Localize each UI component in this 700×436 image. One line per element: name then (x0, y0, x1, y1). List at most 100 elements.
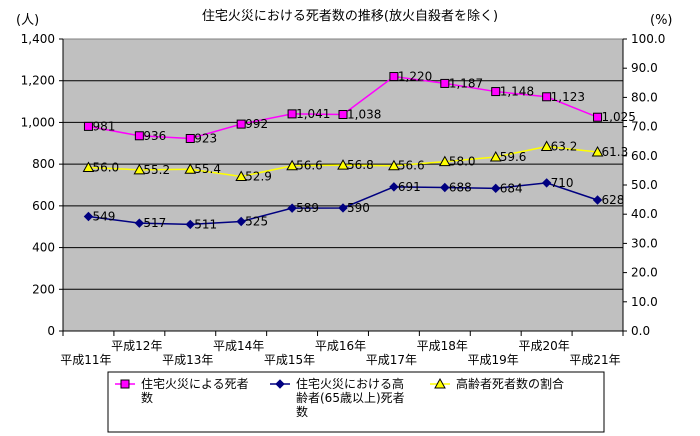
right-axis-unit: (%) (650, 13, 673, 28)
data-point-triangle (235, 170, 248, 182)
x-tick-label: 平成13年 (162, 353, 213, 367)
axes: 0 200 400 600 800 1,000 1,200 1,400 0.0 10.0 20.0 3… (21, 32, 666, 367)
left-tick-label: 400 (32, 241, 55, 255)
data-label: 684 (500, 181, 523, 195)
data-point-diamond (338, 203, 348, 213)
left-tick-label: 200 (32, 282, 55, 296)
x-tick-label: 平成19年 (468, 353, 519, 367)
data-point-triangle (591, 145, 604, 157)
data-label: 549 (92, 209, 115, 223)
data-point-diamond (236, 216, 246, 227)
data-label: 992 (245, 117, 268, 131)
legend-label: 住宅火災における高 (296, 376, 404, 391)
right-tick-label: 0.0 (631, 324, 650, 338)
data-label: 1,220 (398, 70, 432, 84)
data-point-diamond (83, 211, 94, 222)
right-tick-label: 50.0 (631, 178, 658, 192)
data-label: 923 (194, 131, 217, 145)
data-point-square (491, 87, 501, 97)
x-tick-label: 平成16年 (315, 339, 366, 353)
data-point-triangle (82, 161, 95, 172)
left-tick-label: 1,000 (21, 115, 55, 129)
legend-label: 齢者(65歳以上)死者 (296, 390, 405, 405)
data-point-diamond (275, 379, 285, 389)
right-tick-label: 20.0 (631, 266, 658, 280)
data-point-diamond (287, 203, 297, 213)
data-point-diamond (592, 195, 603, 205)
x-tick-label: 平成12年 (111, 339, 162, 353)
plot-area (62, 38, 624, 332)
x-tick-label: 平成20年 (518, 339, 569, 353)
legend-item-3: 高齢者死者数の割合 (430, 376, 564, 391)
data-point-square (287, 109, 297, 119)
right-tick-label: 60.0 (631, 149, 658, 163)
data-label: 525 (245, 215, 268, 229)
right-tick-label: 90.0 (631, 61, 658, 75)
data-label: 61.3 (602, 145, 629, 159)
data-point-triangle (388, 159, 400, 171)
data-point-square (134, 131, 144, 141)
data-point-square (120, 379, 130, 389)
data-point-diamond (541, 178, 552, 188)
data-label: 589 (296, 201, 319, 215)
left-tick-label: 1,200 (21, 74, 55, 88)
data-point-diamond (491, 183, 501, 194)
data-point-square (389, 72, 399, 82)
left-tick-label: 0 (47, 324, 55, 338)
data-label: 52.9 (245, 170, 272, 184)
left-axis-unit: (人) (16, 13, 39, 28)
data-point-diamond (185, 219, 195, 230)
data-point-square (236, 119, 246, 129)
series-3: 56.0 55.2 55.4 52.9 56.6 56.8 56.6 58.0 59.6 63.2… (82, 139, 629, 184)
right-tick-label: 70.0 (631, 120, 658, 134)
left-tick-label: 1,400 (21, 32, 55, 46)
data-label: 59.6 (500, 150, 527, 164)
data-point-square (542, 92, 552, 102)
left-tick-label: 800 (32, 157, 55, 171)
legend-box (107, 371, 605, 433)
chart-title: 住宅火災における死者数の推移(放火自殺者を除く) (202, 9, 498, 24)
series-2: 549 517 511 525 589 590 691 688 684 710 628 (83, 176, 625, 231)
data-point-triangle (438, 155, 451, 167)
data-point-diamond (134, 218, 145, 228)
data-point-square (593, 112, 603, 122)
data-point-diamond (389, 182, 399, 192)
data-point-square (83, 121, 93, 131)
data-label: 590 (347, 201, 370, 215)
data-point-triangle (184, 163, 197, 174)
data-label: 1,187 (449, 76, 483, 90)
data-label: 710 (551, 176, 574, 190)
right-tick-label: 100.0 (631, 32, 665, 46)
data-label: 1,025 (602, 110, 636, 124)
right-tick-label: 10.0 (631, 295, 658, 309)
right-tick-label: 40.0 (631, 207, 658, 221)
data-label: 1,038 (347, 108, 381, 122)
x-tick-label: 平成18年 (417, 339, 468, 353)
data-point-triangle (434, 377, 446, 389)
data-point-square (185, 133, 195, 143)
data-label: 511 (194, 217, 217, 231)
data-label: 55.4 (194, 162, 221, 176)
x-tick-label: 平成11年 (60, 353, 111, 367)
data-point-diamond (440, 182, 450, 193)
data-label: 58.0 (449, 155, 476, 169)
right-tick-label: 30.0 (631, 236, 658, 250)
legend-label: 数 (141, 390, 153, 405)
data-label: 936 (143, 129, 166, 143)
data-label: 517 (143, 216, 166, 230)
data-label: 56.6 (398, 159, 425, 173)
data-label: 688 (449, 181, 472, 195)
data-point-square (338, 110, 348, 120)
left-tick-label: 600 (32, 199, 55, 213)
x-tick-label: 平成17年 (366, 353, 417, 367)
data-label: 55.2 (143, 163, 170, 177)
data-label: 691 (398, 180, 421, 194)
data-label: 981 (92, 119, 115, 133)
legend-label: 高齢者死者数の割合 (456, 376, 564, 391)
data-point-triangle (286, 159, 298, 171)
right-tick-label: 80.0 (631, 90, 658, 104)
data-label: 628 (602, 193, 625, 207)
